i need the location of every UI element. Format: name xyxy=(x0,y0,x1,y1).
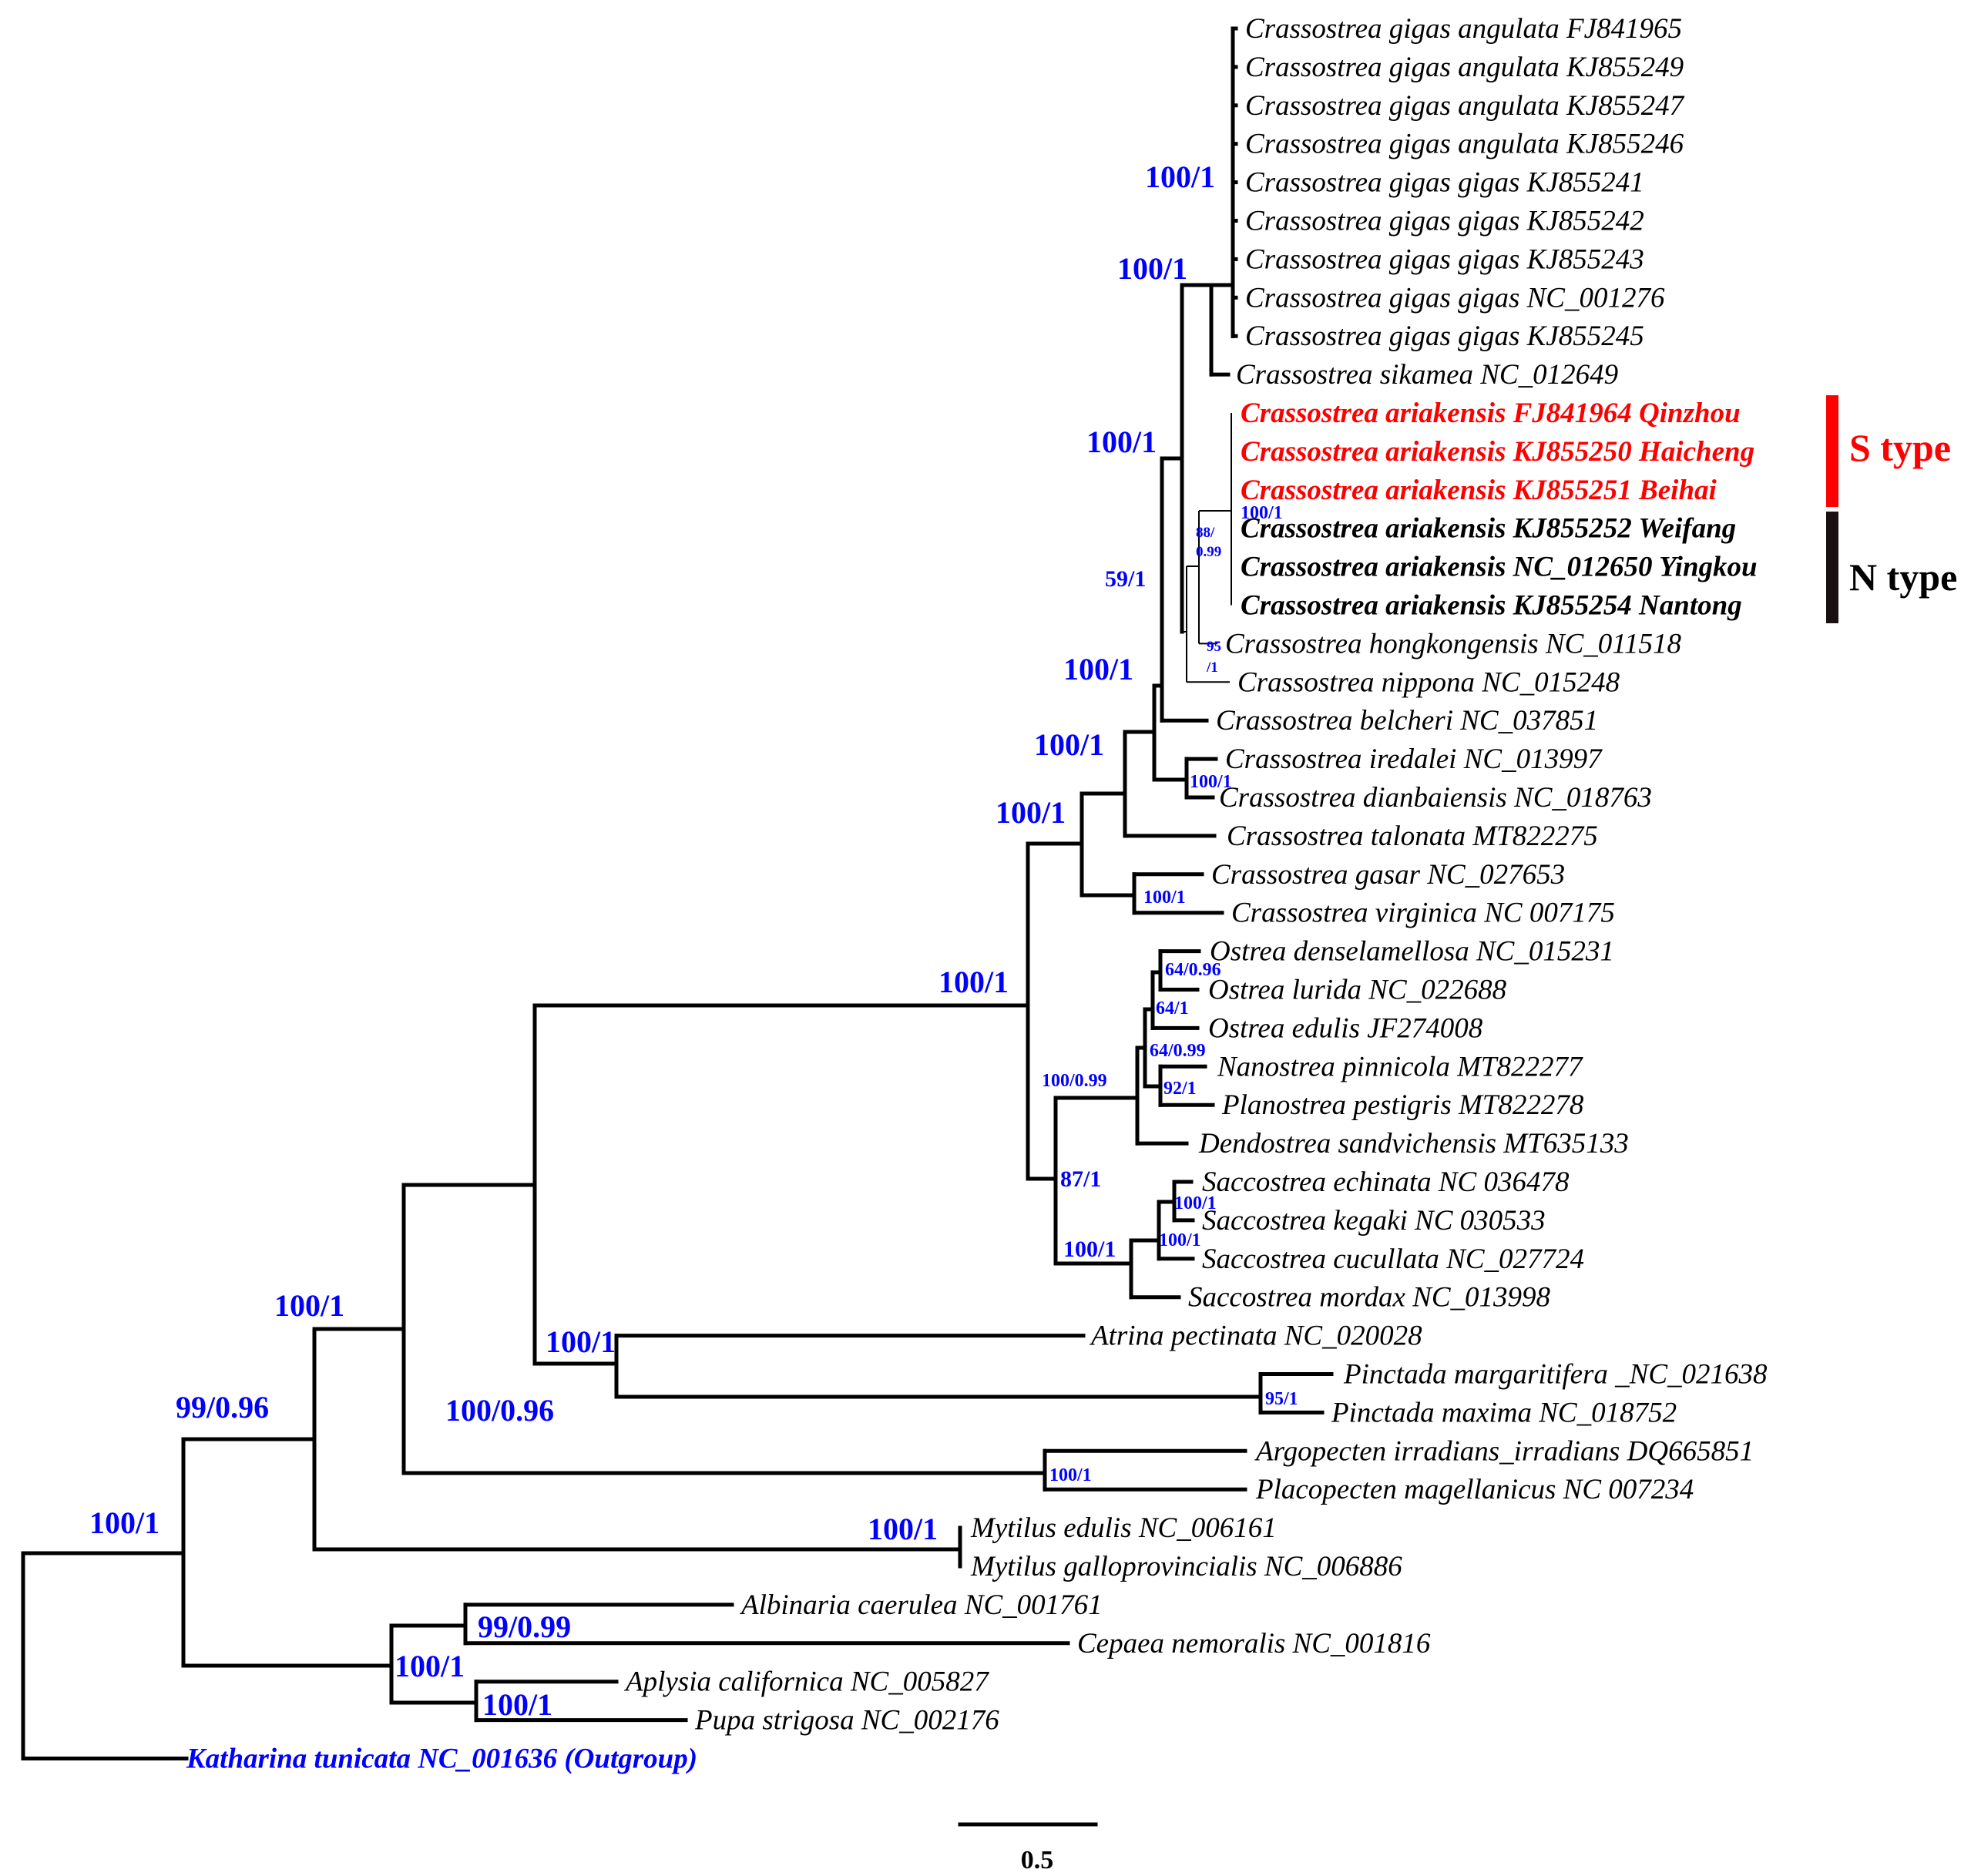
taxon-label: Albinaria caerulea NC_001761 xyxy=(739,1589,1103,1621)
support-value: 100/1 xyxy=(89,1505,159,1540)
taxon-label: Crassostrea ariakensis KJ855251 Beihai xyxy=(1241,475,1717,506)
taxon-label: Saccostrea kegaki NC 030533 xyxy=(1202,1205,1546,1237)
taxon-label: Crassostrea gigas gigas NC_001276 xyxy=(1245,282,1665,314)
taxon-labels: Crassostrea gigas angulata FJ841965 Crass… xyxy=(186,13,1768,1775)
support-value: 100/1 xyxy=(1034,727,1104,762)
n-type-label: N type xyxy=(1849,555,1957,599)
support-value: 100/1 xyxy=(1241,503,1283,523)
taxon-label: Crassostrea hongkongensis NC_011518 xyxy=(1225,628,1682,659)
support-value: 64/1 xyxy=(1156,998,1189,1019)
taxon-label: Saccostrea echinata NC 036478 xyxy=(1202,1166,1570,1198)
support-value: 100/1 xyxy=(938,965,1009,999)
scale-bar: 0.5 xyxy=(958,1822,1098,1874)
taxon-label: Argopecten irradians_irradians DQ665851 xyxy=(1254,1435,1754,1467)
taxon-label: Crassostrea gigas gigas KJ855245 xyxy=(1245,320,1644,352)
taxon-label: Ostrea edulis JF274008 xyxy=(1208,1012,1483,1044)
taxon-label: Katharina tunicata NC_001636 (Outgroup) xyxy=(186,1743,697,1775)
support-value: 100/0.99 xyxy=(1042,1071,1107,1091)
taxon-label: Saccostrea mordax NC_013998 xyxy=(1188,1282,1550,1314)
taxon-label: Crassostrea iredalei NC_013997 xyxy=(1225,743,1603,775)
n-type-bar xyxy=(1826,512,1838,623)
support-value: 100/1 xyxy=(1159,1230,1201,1250)
support-value: 99/0.99 xyxy=(478,1609,571,1644)
taxon-label: Crassostrea ariakensis FJ841964 Qinzhou xyxy=(1241,398,1741,429)
taxon-label: Crassostrea talonata MT822275 xyxy=(1227,821,1598,852)
support-value: 100/1 xyxy=(1086,425,1157,459)
support-value: 100/1 xyxy=(1063,652,1133,686)
taxon-label: Crassostrea gigas angulata FJ841965 xyxy=(1245,13,1682,45)
taxon-label: Pupa strigosa NC_002176 xyxy=(694,1705,999,1737)
taxon-label: Crassostrea ariakensis KJ855254 Nantong xyxy=(1241,590,1742,622)
taxon-label: Aplysia californica NC_005827 xyxy=(623,1666,989,1698)
support-value: 95 xyxy=(1207,639,1221,655)
taxon-label: Ostrea denselamellosa NC_015231 xyxy=(1210,936,1614,968)
taxon-label: Nanostrea pinnicola MT822277 xyxy=(1217,1051,1583,1082)
taxon-label: Crassostrea gigas angulata KJ855246 xyxy=(1245,129,1684,160)
support-value: 92/1 xyxy=(1163,1079,1197,1099)
taxon-label: Atrina pectinata NC_020028 xyxy=(1089,1321,1422,1352)
taxon-label: Crassostrea virginica NC 007175 xyxy=(1231,898,1615,929)
taxon-label: Crassostrea ariakensis KJ855252 Weifang xyxy=(1241,513,1736,545)
taxon-label: Ostrea lurida NC_022688 xyxy=(1208,975,1507,1006)
group-n-type: N type xyxy=(1826,512,1957,623)
taxon-label: Mytilus galloprovincialis NC_006886 xyxy=(970,1551,1402,1582)
taxon-label: Crassostrea gigas gigas KJ855242 xyxy=(1245,206,1644,237)
taxon-label: Crassostrea gigas angulata KJ855247 xyxy=(1245,90,1685,122)
taxon-label: Crassostrea nippona NC_015248 xyxy=(1237,666,1620,698)
support-value: 59/1 xyxy=(1105,566,1146,592)
support-value: 64/0.96 xyxy=(1165,960,1221,980)
taxon-label: Crassostrea dianbaiensis NC_018763 xyxy=(1219,782,1652,814)
taxon-label: Dendostrea sandvichensis MT635133 xyxy=(1198,1128,1629,1159)
scale-bar-label: 0.5 xyxy=(1021,1846,1054,1874)
taxon-label: Crassostrea belcheri NC_037851 xyxy=(1216,705,1598,737)
s-type-bar xyxy=(1826,395,1838,507)
taxon-label: Cepaea nemoralis NC_001816 xyxy=(1077,1628,1431,1660)
group-s-type: S type xyxy=(1826,395,1951,507)
support-value: 100/1 xyxy=(1174,1193,1217,1213)
support-value: 100/1 xyxy=(1143,888,1186,908)
support-value: 88/ xyxy=(1196,525,1215,541)
taxon-label: Crassostrea ariakensis NC_012650 Yingkou xyxy=(1241,552,1758,583)
support-value: 87/1 xyxy=(1060,1166,1101,1192)
taxon-label: Crassostrea gigas gigas KJ855243 xyxy=(1245,243,1644,275)
support-value: 100/0.96 xyxy=(445,1393,554,1428)
taxon-label: Saccostrea cucullata NC_027724 xyxy=(1202,1243,1584,1275)
support-value: 64/0.99 xyxy=(1150,1041,1206,1061)
taxon-label: Crassostrea gigas angulata KJ855249 xyxy=(1245,52,1684,83)
support-value: 95/1 xyxy=(1265,1389,1298,1409)
support-value: 100/1 xyxy=(1117,251,1187,286)
taxon-label: Crassostrea gasar NC_027653 xyxy=(1211,859,1565,891)
taxon-label: Pinctada margaritifera _NC_021638 xyxy=(1343,1359,1768,1391)
support-value: 0.99 xyxy=(1196,544,1221,560)
taxon-label: Crassostrea gigas gigas KJ855241 xyxy=(1245,167,1644,199)
support-value: /1 xyxy=(1206,659,1218,676)
support-value: 100/1 xyxy=(1063,1237,1116,1262)
support-value: 100/1 xyxy=(546,1324,616,1359)
taxon-label: Crassostrea sikamea NC_012649 xyxy=(1236,359,1618,391)
taxon-label: Crassostrea ariakensis KJ855250 Haicheng xyxy=(1241,436,1754,468)
support-value: 99/0.96 xyxy=(176,1390,269,1425)
support-value: 100/1 xyxy=(1049,1465,1092,1485)
taxon-label: Placopecten magellanicus NC 007234 xyxy=(1255,1474,1694,1505)
support-value: 100/1 xyxy=(1145,159,1215,194)
taxon-label: Planostrea pestigris MT822278 xyxy=(1221,1089,1584,1121)
support-value: 100/1 xyxy=(482,1687,552,1722)
support-value: 100/1 xyxy=(395,1649,465,1683)
support-value: 100/1 xyxy=(996,795,1066,830)
s-type-label: S type xyxy=(1849,426,1951,469)
support-values: 100/1 100/1 100/1 100/1 88/0.99 59/1 95/1 100/1… xyxy=(89,159,1298,1722)
support-value: 100/1 xyxy=(868,1512,938,1546)
taxon-label: Mytilus edulis NC_006161 xyxy=(970,1512,1277,1544)
tree-branches xyxy=(21,26,1334,1760)
taxon-label: Pinctada maxima NC_018752 xyxy=(1331,1397,1677,1428)
support-value: 100/1 xyxy=(274,1288,344,1323)
support-value: 100/1 xyxy=(1190,772,1232,792)
